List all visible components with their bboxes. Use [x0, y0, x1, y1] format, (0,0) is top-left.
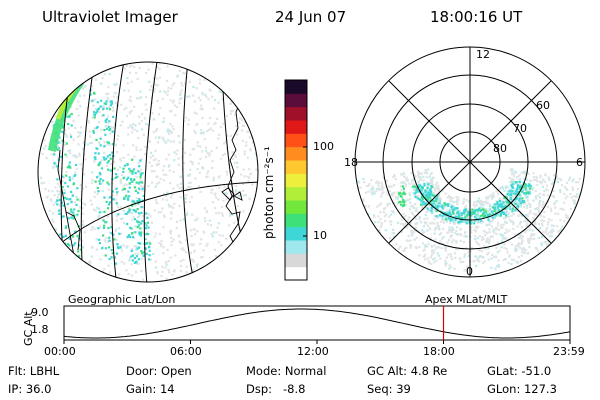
mlat-label-70: 70: [513, 122, 527, 135]
mlt-label-12: 12: [476, 48, 490, 61]
altitude-curve: [63, 308, 571, 339]
gc-alt-tick-low: 1.8: [31, 323, 49, 336]
apex-label: Apex MLat/MLT: [425, 293, 508, 306]
geographic-image: [37, 61, 259, 283]
glat-info: GLat: -51.0: [487, 364, 552, 378]
gc-alt-info: GC Alt: 4.8 Re: [367, 364, 448, 378]
door-info: Door: Open: [126, 364, 192, 378]
sequence-info: Seq: 39: [367, 382, 411, 396]
gc-alt-tick-high: 9.0: [31, 306, 49, 319]
polar-mlat-mlt-plot: [354, 46, 586, 278]
color-scale-bar: [285, 80, 307, 281]
mlt-label-18: 18: [344, 156, 358, 169]
mlt-label-0: 0: [466, 265, 473, 278]
filter-info: Flt: LBHL: [8, 364, 60, 378]
glon-info: GLon: 127.3: [487, 382, 557, 396]
image-date: 24 Jun 07: [275, 8, 347, 26]
colorbar-tick-100: 100: [313, 140, 334, 153]
time-tick-1800: 18:00: [423, 345, 455, 358]
mlt-label-6: 6: [576, 156, 583, 169]
colorbar-tick-10: 10: [313, 229, 327, 242]
time-tick-0600: 06:00: [170, 345, 202, 358]
mlat-label-60: 60: [536, 99, 550, 112]
dsp-info: Dsp: -8.8: [246, 382, 306, 396]
color-scale-ticks: [303, 146, 307, 237]
mode-info: Mode: Normal: [246, 364, 327, 378]
image-time: 18:00:16 UT: [430, 8, 523, 26]
geographic-label: Geographic Lat/Lon: [68, 293, 176, 306]
instrument-title: Ultraviolet Imager: [42, 8, 178, 26]
time-tick-0000: 00:00: [44, 345, 76, 358]
mlat-label-80: 80: [493, 142, 507, 155]
time-tick-1200: 12:00: [297, 345, 329, 358]
ip-info: IP: 36.0: [8, 382, 52, 396]
time-tick-2359: 23:59: [553, 345, 585, 358]
gain-info: Gain: 14: [126, 382, 175, 396]
